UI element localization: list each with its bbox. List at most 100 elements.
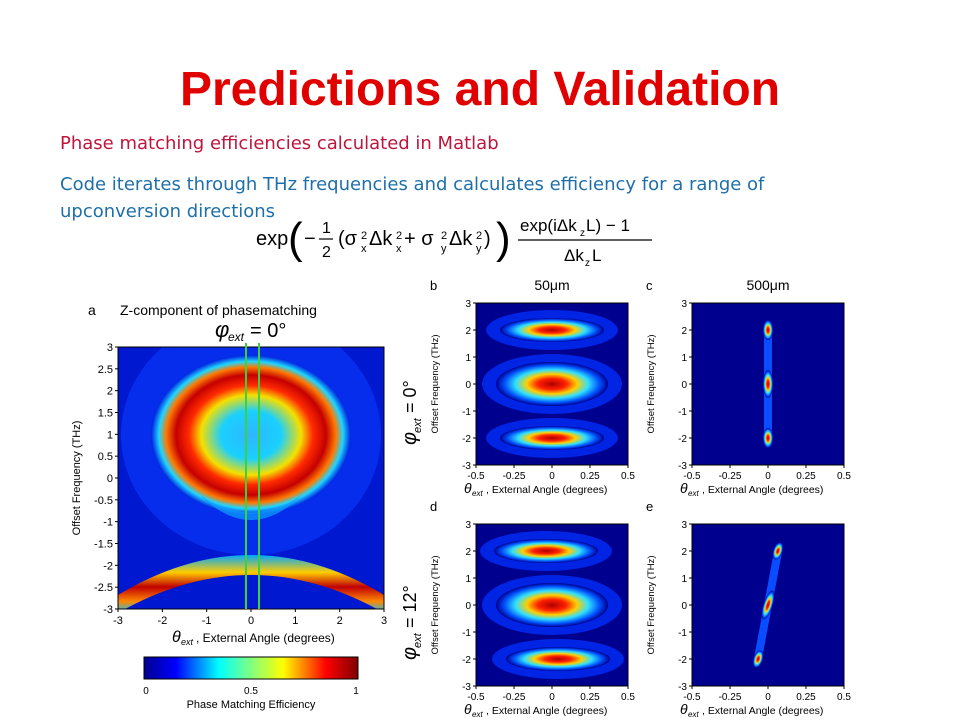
phase-matching-formula: exp ( − 1 2 (σ 2 x Δk 2 x + σ 2 y Δk 2 y…	[256, 214, 652, 269]
panel_e-ytick: 3	[681, 520, 687, 531]
panel_c-ytick: -2	[678, 434, 687, 445]
formula-term-mid: Δk	[369, 228, 393, 250]
panel_d-xlabel-sub: ext	[472, 710, 483, 719]
formula-exp: exp	[256, 228, 288, 250]
panel-a-ytick: 0	[107, 473, 113, 485]
colorbar-tick-half: 0.5	[244, 686, 258, 697]
panel_c-ytick: 0	[681, 380, 687, 391]
formula-close: )	[484, 228, 491, 250]
panel_c-ytick: 3	[681, 299, 687, 310]
panel_b-xlabel: , External Angle (degrees)	[486, 484, 607, 496]
panel_e-xtick: -0.5	[683, 692, 701, 703]
panel_d-ytick: 1	[465, 574, 471, 585]
panel-a-ytick: 1.5	[98, 408, 113, 420]
panel-a: a Z-component of phasematching φ ext = 0…	[71, 302, 387, 711]
panel-b: b 50μm 3 2 1 0 -1 -2 -3-0.5 -0.25 0 0.25 0.5 Offset F…	[430, 277, 635, 498]
panel_d-lobe	[494, 539, 598, 563]
formula-numerator: exp(iΔk	[520, 216, 577, 235]
panel_c-lobe	[763, 370, 773, 398]
panel-a-band	[118, 555, 384, 609]
panel-a-xtick: -3	[113, 615, 123, 627]
panel_d-xtick: 0.25	[580, 692, 600, 703]
panel_d-lobe	[506, 647, 610, 671]
panel-a-ytick: -2.5	[94, 582, 113, 594]
panel_c-lobe	[763, 428, 773, 448]
panel-a-ytick: -1	[103, 517, 113, 529]
panel-a-ytick: 1	[107, 429, 113, 441]
formula-sup-1: 2	[361, 230, 367, 242]
panel-a-ytick: 2.5	[98, 364, 113, 376]
row-bottom-sub: ext	[412, 632, 424, 648]
panel_c-title: 500μm	[746, 277, 789, 293]
panel-a-phi-val: = 0°	[250, 320, 286, 342]
formula-num-tail: L) − 1	[586, 216, 630, 235]
formula-sup-4: 2	[476, 230, 482, 242]
panel_d-xtick: -0.25	[503, 692, 526, 703]
panel_e-label: e	[646, 499, 653, 514]
slide-title: Predictions and Validation	[179, 63, 781, 116]
panel_e-xlabel: , External Angle (degrees)	[702, 705, 823, 717]
panel_b-xlabel-theta: θ	[464, 480, 472, 496]
panel_e-ylabel: Offset Frequency (THz)	[646, 555, 657, 654]
formula-frac-den: 2	[322, 244, 331, 261]
panel_b-xtick: -0.25	[503, 471, 526, 482]
panel-a-xtick: -2	[157, 615, 167, 627]
panel_e-xtick: 0.5	[837, 692, 851, 703]
formula-sup-3: 2	[441, 230, 447, 242]
formula-sub-x2: x	[396, 243, 402, 255]
panel_d-lobe	[496, 583, 608, 627]
panel_d-ytick: 2	[465, 547, 471, 558]
panel_c-ytick: 2	[681, 326, 687, 337]
panel_b-ytick: 2	[465, 326, 471, 337]
panel_b-ytick: -2	[462, 434, 471, 445]
colorbar-label: Phase Matching Efficiency	[187, 699, 316, 711]
formula-num-sub: z	[580, 228, 585, 239]
panel-a-x-ticks: -3 -2 -1 0 1 2 3	[113, 609, 387, 627]
panel-a-xlabel: , External Angle (degrees)	[196, 631, 335, 645]
panel-a-label: a	[88, 302, 96, 318]
panel-a-ytick: -1.5	[94, 539, 113, 551]
panel-a-xlabel-theta: θ	[172, 629, 181, 646]
panel_c-xtick: 0.25	[796, 471, 816, 482]
formula-plus: + σ	[404, 228, 434, 250]
panel-a-xtick: 0	[248, 615, 254, 627]
formula-sub-x: x	[361, 243, 367, 255]
panel_c-xtick: -0.25	[719, 471, 742, 482]
panel-a-ytick: 2	[107, 386, 113, 398]
panel_b-xlabel-sub: ext	[472, 489, 483, 498]
panel_b-ytick: 3	[465, 299, 471, 310]
panel-a-phi: φ	[215, 317, 229, 342]
panel_d-ytick: 0	[465, 601, 471, 612]
panel_e-lobe	[772, 542, 783, 560]
formula-term: (σ	[338, 228, 358, 250]
panel_c-xtick: -0.5	[683, 471, 701, 482]
panel_b-ytick: 0	[465, 380, 471, 391]
formula-term-mid2: Δk	[449, 228, 473, 250]
row-label-bottom: φ ext = 12°	[399, 585, 424, 660]
panel_b-title: 50μm	[534, 277, 569, 293]
formula-frac-num: 1	[322, 220, 331, 237]
panel_c-xtick: 0.5	[837, 471, 851, 482]
panel_c-xlabel: , External Angle (degrees)	[702, 484, 823, 496]
panel_d-xlabel: , External Angle (degrees)	[486, 705, 607, 717]
panel_d-ytick: -1	[462, 628, 471, 639]
panel_b-ytick: 1	[465, 353, 471, 364]
formula-minus: −	[304, 228, 316, 250]
panel_e-ytick: 0	[681, 601, 687, 612]
panel_b-xtick: 0	[549, 471, 555, 482]
colorbar-tick-0: 0	[143, 686, 149, 697]
panel_b-label: b	[430, 278, 437, 293]
panel_c-ytick: 1	[681, 353, 687, 364]
panel_b-ylabel: Offset Frequency (THz)	[430, 334, 441, 433]
panel-e: e 3 2 1 0 -1 -2 -3-0.5 -0.25 0 0.25 0.5 Offset Frequ…	[646, 499, 851, 719]
panel_d-xtick: 0	[549, 692, 555, 703]
panel_b-lobe	[496, 362, 608, 406]
panel_d-ytick: -2	[462, 655, 471, 666]
panel_e-xtick: 0.25	[796, 692, 816, 703]
panel_e-lobe	[753, 650, 764, 668]
panel_e-ytick: -1	[678, 628, 687, 639]
panel_e-ytick: -3	[678, 682, 687, 693]
formula-sub-y: y	[441, 243, 447, 255]
panel_c-ytick: -3	[678, 461, 687, 472]
formula-right-paren: )	[496, 214, 511, 263]
